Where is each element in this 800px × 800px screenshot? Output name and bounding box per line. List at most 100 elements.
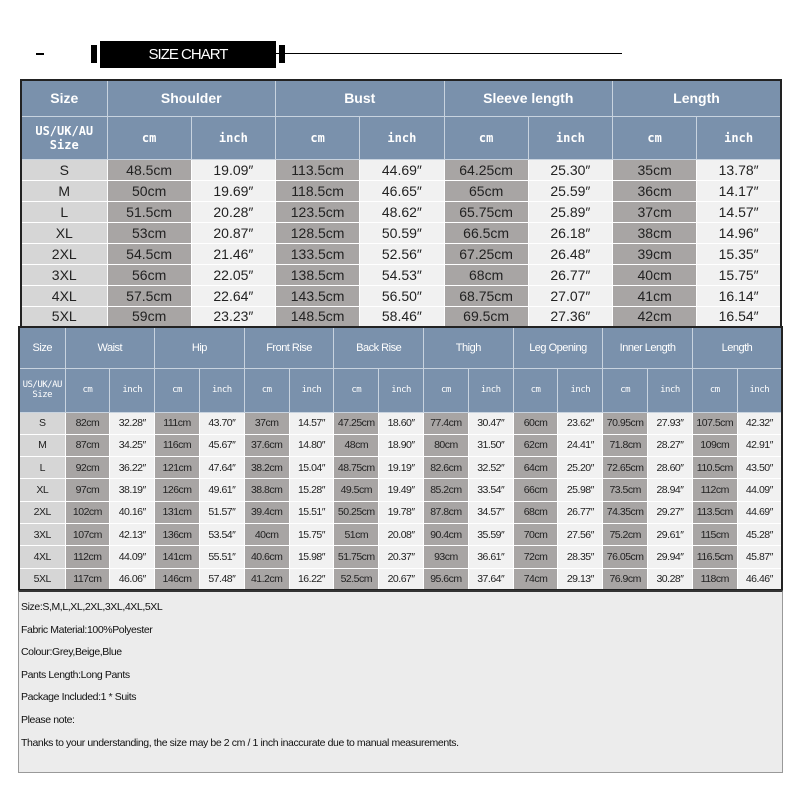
table-row: 3XL 56cm 22.05″ 138.5cm 54.53″ 68cm 26.77″ 40cm… bbox=[20, 263, 782, 286]
table-row: 4XL 57.5cm 22.64″ 143.5cm 56.50″ 68.75cm 27.07… bbox=[20, 284, 782, 307]
inch-value-cell: 29.27″ bbox=[647, 500, 693, 524]
column-group-header: Back Rise bbox=[333, 326, 424, 369]
cm-value-cell: 126cm bbox=[154, 478, 200, 502]
cm-value-cell: 35cm bbox=[611, 158, 698, 181]
inch-value-cell: 57.48″ bbox=[198, 567, 245, 591]
cm-value-cell: 56cm bbox=[106, 263, 192, 286]
cm-value-cell: 87.8cm bbox=[423, 500, 469, 524]
inch-value-cell: 19.69″ bbox=[190, 179, 277, 202]
inch-value-cell: 44.09″ bbox=[736, 478, 783, 502]
cm-value-cell: 47.25cm bbox=[333, 411, 380, 435]
inch-value-cell: 50.59″ bbox=[359, 221, 445, 244]
inch-value-cell: 14.57″ bbox=[696, 200, 782, 223]
inch-value-cell: 34.25″ bbox=[109, 433, 156, 458]
inch-value-cell: 26.48″ bbox=[527, 242, 614, 265]
inch-unit-header: inch bbox=[198, 367, 245, 413]
column-group-header: Hip bbox=[154, 326, 245, 369]
inch-value-cell: 15.28″ bbox=[288, 478, 335, 502]
table-row: 2XL 102cm 40.16″ 131cm 51.57″ 39.4cm 15.51″ 50.… bbox=[18, 500, 783, 524]
inch-value-cell: 14.80″ bbox=[288, 433, 335, 458]
inch-value-cell: 26.77″ bbox=[557, 500, 604, 524]
cm-value-cell: 92cm bbox=[64, 456, 111, 480]
inch-value-cell: 44.09″ bbox=[109, 545, 156, 569]
inch-unit-header: inch bbox=[736, 367, 783, 413]
inch-value-cell: 27.07″ bbox=[527, 284, 614, 307]
inch-value-cell: 22.64″ bbox=[190, 284, 277, 307]
cm-value-cell: 70.95cm bbox=[602, 411, 649, 435]
inch-value-cell: 22.05″ bbox=[190, 263, 277, 286]
inch-unit-header: inch bbox=[696, 115, 782, 160]
inch-value-cell: 27.93″ bbox=[647, 411, 693, 435]
cm-value-cell: 72cm bbox=[512, 545, 559, 569]
product-notes: Size:S,M,L,XL,2XL,3XL,4XL,5XL Fabric Mate… bbox=[18, 590, 783, 773]
inch-unit-header: inch bbox=[288, 367, 335, 413]
cm-value-cell: 72.65cm bbox=[602, 456, 649, 480]
column-group-header: Shoulder bbox=[106, 79, 276, 117]
table-row: 4XL 112cm 44.09″ 141cm 55.51″ 40.6cm 15.98″ 51.… bbox=[18, 545, 783, 569]
cm-unit-header: cm bbox=[274, 115, 361, 160]
cm-value-cell: 146cm bbox=[154, 567, 200, 591]
cm-value-cell: 68.75cm bbox=[443, 284, 529, 307]
inch-value-cell: 26.18″ bbox=[527, 221, 614, 244]
cm-value-cell: 82cm bbox=[64, 411, 111, 435]
column-group-header: Leg Opening bbox=[512, 326, 604, 369]
inch-value-cell: 44.69″ bbox=[736, 500, 783, 524]
cm-value-cell: 38.2cm bbox=[243, 456, 290, 480]
table-row: L 51.5cm 20.28″ 123.5cm 48.62″ 65.75cm 25.89″ 3… bbox=[20, 200, 782, 223]
size-cell: 2XL bbox=[18, 500, 66, 524]
column-group-header: Thigh bbox=[423, 326, 514, 369]
inch-value-cell: 23.23″ bbox=[190, 305, 277, 328]
cm-value-cell: 76.05cm bbox=[602, 545, 649, 569]
inch-value-cell: 13.78″ bbox=[696, 158, 782, 181]
cm-value-cell: 87cm bbox=[64, 433, 111, 458]
inch-value-cell: 43.50″ bbox=[736, 456, 783, 480]
table-row: M 87cm 34.25″ 116cm 45.67″ 37.6cm 14.80″ 48cm 18… bbox=[18, 433, 783, 458]
banner-dash bbox=[36, 53, 44, 55]
cm-value-cell: 123.5cm bbox=[274, 200, 361, 223]
banner-rule bbox=[262, 53, 622, 54]
note-line: Thanks to your understanding, the size m… bbox=[21, 736, 459, 749]
cm-value-cell: 57.5cm bbox=[106, 284, 192, 307]
cm-value-cell: 40cm bbox=[611, 263, 698, 286]
cm-value-cell: 39.4cm bbox=[243, 500, 290, 524]
inch-value-cell: 35.59″ bbox=[467, 522, 514, 547]
note-line: Package Included:1 * Suits bbox=[21, 691, 137, 704]
inch-value-cell: 45.28″ bbox=[736, 522, 783, 547]
cm-value-cell: 59cm bbox=[106, 305, 192, 328]
unit-row: US/UK/AU Size cm inch cm inch cm inch cm inch cm i… bbox=[18, 367, 783, 413]
cm-value-cell: 50.25cm bbox=[333, 500, 380, 524]
table-row: S 82cm 32.28″ 111cm 43.70″ 37cm 14.57″ 47.25cm 1… bbox=[18, 411, 783, 435]
inch-value-cell: 47.64″ bbox=[198, 456, 245, 480]
inch-value-cell: 28.94″ bbox=[647, 478, 693, 502]
inch-value-cell: 20.28″ bbox=[190, 200, 277, 223]
cm-value-cell: 102cm bbox=[64, 500, 111, 524]
column-group-header: Bust bbox=[275, 79, 445, 117]
column-group-header: Waist bbox=[64, 326, 156, 369]
inch-unit-header: inch bbox=[378, 367, 424, 413]
inch-value-cell: 15.51″ bbox=[288, 500, 335, 524]
inch-value-cell: 28.27″ bbox=[647, 433, 693, 458]
size-cell: 3XL bbox=[18, 522, 66, 547]
inch-value-cell: 14.17″ bbox=[696, 179, 782, 202]
inch-value-cell: 48.62″ bbox=[359, 200, 445, 223]
cm-value-cell: 67.25cm bbox=[443, 242, 529, 265]
cm-unit-header: cm bbox=[333, 367, 380, 413]
inch-value-cell: 23.62″ bbox=[557, 411, 604, 435]
cm-value-cell: 41.2cm bbox=[243, 567, 290, 591]
column-group-header: Inner Length bbox=[602, 326, 693, 369]
cm-value-cell: 143.5cm bbox=[274, 284, 361, 307]
inch-value-cell: 40.16″ bbox=[109, 500, 156, 524]
note-line: Fabric Material:100%Polyester bbox=[21, 623, 153, 636]
inch-unit-header: inch bbox=[467, 367, 514, 413]
cm-value-cell: 113.5cm bbox=[274, 158, 361, 181]
table-row: 5XL 59cm 23.23″ 148.5cm 58.46″ 69.5cm 27.36″ 42… bbox=[20, 305, 782, 328]
size-cell: M bbox=[18, 433, 66, 458]
inch-unit-header: inch bbox=[647, 367, 693, 413]
cm-value-cell: 148.5cm bbox=[274, 305, 361, 328]
note-line: Size:S,M,L,XL,2XL,3XL,4XL,5XL bbox=[21, 601, 163, 613]
cm-value-cell: 62cm bbox=[512, 433, 559, 458]
cm-value-cell: 48cm bbox=[333, 433, 380, 458]
inch-value-cell: 18.60″ bbox=[378, 411, 424, 435]
inch-value-cell: 30.47″ bbox=[467, 411, 514, 435]
cm-value-cell: 112cm bbox=[691, 478, 738, 502]
